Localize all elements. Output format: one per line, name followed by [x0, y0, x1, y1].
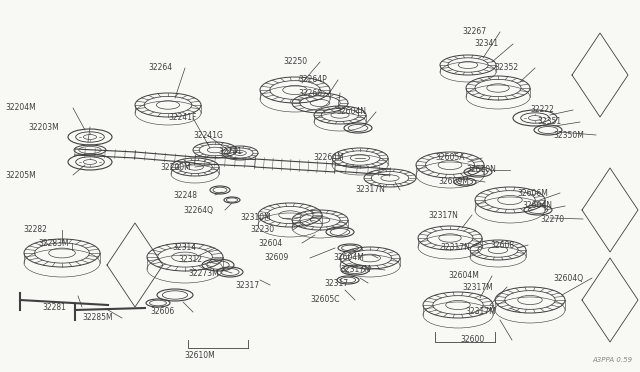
Text: 32604N: 32604N: [522, 202, 552, 211]
Text: 32604M: 32604M: [448, 272, 479, 280]
Text: 32341: 32341: [474, 39, 498, 48]
Text: 32610M: 32610M: [184, 350, 216, 359]
Text: 32250: 32250: [283, 58, 307, 67]
Text: 32241: 32241: [218, 148, 242, 157]
Text: 32605A: 32605A: [435, 154, 465, 163]
Text: 32203M: 32203M: [28, 122, 59, 131]
Text: 32317M: 32317M: [340, 266, 371, 275]
Text: 32604M: 32604M: [333, 253, 364, 263]
Text: 32264P: 32264P: [298, 76, 327, 84]
Text: 32230: 32230: [250, 225, 274, 234]
Text: 32606M: 32606M: [517, 189, 548, 198]
Text: 32241F: 32241F: [168, 113, 196, 122]
Text: 32350M: 32350M: [553, 131, 584, 140]
Text: 32267: 32267: [462, 28, 486, 36]
Text: 32606: 32606: [150, 308, 174, 317]
Text: 32609: 32609: [264, 253, 288, 263]
Text: 32610N: 32610N: [466, 166, 496, 174]
Text: 32273M: 32273M: [188, 269, 219, 278]
Text: 32604N: 32604N: [336, 108, 366, 116]
Text: 32351: 32351: [537, 118, 561, 126]
Text: 32310M: 32310M: [240, 214, 271, 222]
Text: 32241G: 32241G: [193, 131, 223, 140]
Text: 32222: 32222: [530, 106, 554, 115]
Text: 32200M: 32200M: [160, 163, 191, 171]
Text: 32604Q: 32604Q: [553, 273, 583, 282]
Text: 32248: 32248: [173, 190, 197, 199]
Text: 32317: 32317: [324, 279, 348, 288]
Text: 32264: 32264: [148, 64, 172, 73]
Text: 32317M: 32317M: [462, 282, 493, 292]
Text: 32604: 32604: [258, 238, 282, 247]
Text: 32605C: 32605C: [310, 295, 339, 305]
Text: 32609M: 32609M: [438, 177, 469, 186]
Text: 32312: 32312: [178, 256, 202, 264]
Text: 32317M: 32317M: [465, 308, 496, 317]
Text: 32317N: 32317N: [428, 211, 458, 219]
Text: 32600: 32600: [460, 336, 484, 344]
Text: 32317N: 32317N: [440, 244, 470, 253]
Text: 32204M: 32204M: [5, 103, 36, 112]
Text: 32260: 32260: [298, 89, 322, 97]
Text: 32282: 32282: [23, 225, 47, 234]
Text: 32283M: 32283M: [38, 238, 68, 247]
Text: 32285M: 32285M: [82, 314, 113, 323]
Text: 32608: 32608: [490, 241, 514, 250]
Text: 32352: 32352: [494, 64, 518, 73]
Text: 32314: 32314: [172, 244, 196, 253]
Text: 32270: 32270: [540, 215, 564, 224]
Text: 32281: 32281: [42, 302, 66, 311]
Text: A3PPA 0.59: A3PPA 0.59: [592, 357, 632, 363]
Text: 32205M: 32205M: [5, 170, 36, 180]
Text: 32264M: 32264M: [313, 154, 344, 163]
Text: 32264Q: 32264Q: [183, 205, 213, 215]
Text: 32317: 32317: [235, 280, 259, 289]
Text: 32317N: 32317N: [355, 186, 385, 195]
